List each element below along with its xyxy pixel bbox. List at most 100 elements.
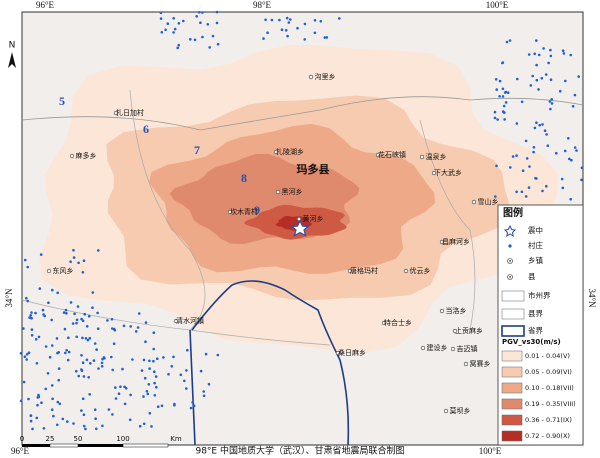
village-dot [57,378,60,382]
legend-symbol [503,224,517,238]
village-dot [173,27,177,31]
place-label: 窝赛乡 [470,359,491,368]
village-dot [75,318,79,322]
village-dot [96,327,100,331]
village-dot [153,381,156,385]
village-dot [72,248,75,252]
village-dot [313,19,317,22]
village-dot [25,296,28,300]
village-dot [82,259,86,263]
village-dot [142,395,145,398]
village-dot [112,342,116,346]
village-dot [82,375,86,378]
village-dot [262,37,265,40]
village-dot [296,26,299,30]
village-dot [84,427,87,431]
village-dot [50,318,53,322]
villages [19,10,584,431]
village-dot [29,314,32,317]
village-dot [193,38,197,42]
town-marker [431,170,437,176]
town-marker [463,361,469,367]
village-dot [96,311,99,315]
village-dot [40,401,43,405]
place-label: 桑日麻乡 [338,348,366,357]
village-dot [56,423,59,427]
village-dot [164,28,167,32]
village-dot [97,367,100,370]
legend-title: 图例 [503,206,523,219]
legend-label: 省界 [528,325,543,335]
legend-label: 乡镇 [528,255,543,265]
village-dot [264,18,267,22]
intensity-label: 5 [59,94,65,108]
village-dot [91,291,95,294]
village-dot [36,403,39,407]
village-dot [166,22,170,26]
village-dot [30,334,34,337]
village-dot [119,385,122,389]
town-marker [46,268,52,274]
village-dot [216,42,220,46]
village-dot [561,186,565,190]
village-dot [148,411,152,415]
village-dot [100,365,104,368]
village-dot [114,397,118,400]
village-dot [37,393,40,397]
village-dot [80,317,83,321]
village-dot [545,184,548,188]
village-dot [35,362,39,365]
village-dot [142,358,146,362]
place-label: 扎日加村 [116,108,144,117]
village-dot [121,367,124,371]
village-dot [278,18,281,22]
village-dot [541,189,544,193]
legend-label: 0.19 - 0.35(VIII) [525,400,576,408]
village-dot [496,118,499,121]
village-dot [266,31,269,34]
village-dot [191,401,194,404]
town-marker [471,199,477,205]
village-dot [575,149,578,152]
village-dot [76,305,80,308]
village-dot [81,361,85,365]
place-label: 吉迈镇 [457,344,478,353]
village-dot [137,312,141,315]
village-dot [62,311,66,314]
village-dot [524,139,528,143]
village-dot [563,149,567,153]
village-dot [38,287,42,290]
village-dot [29,419,33,423]
village-dot [25,353,29,356]
village-dot [51,288,54,292]
village-dot [37,335,41,339]
intensity-zones [39,44,559,354]
village-dot [571,105,575,108]
village-dot [95,427,98,431]
village-dot [525,157,529,160]
place-label: 东风乡 [53,266,74,275]
village-dot [284,29,288,32]
village-dot [545,133,548,136]
village-dot [183,379,186,383]
scale-label: 50 [74,435,83,443]
village-dot [323,36,327,39]
village-dot [138,424,142,428]
village-dot [211,34,215,38]
village-dot [80,354,83,357]
village-dot [148,359,151,363]
town-marker [275,189,281,195]
legend-symbol [508,244,512,248]
village-dot [148,367,151,370]
village-dot [95,348,98,351]
place-label: 雪山乡 [478,197,499,206]
village-dot [73,312,76,316]
village-dot [494,78,498,81]
village-dot [154,375,158,378]
village-dot [29,414,33,418]
village-dot [195,14,198,18]
village-dot [89,362,92,365]
village-dot [34,311,37,315]
village-dot [144,321,148,324]
place-label: 上贡麻乡 [455,326,483,335]
